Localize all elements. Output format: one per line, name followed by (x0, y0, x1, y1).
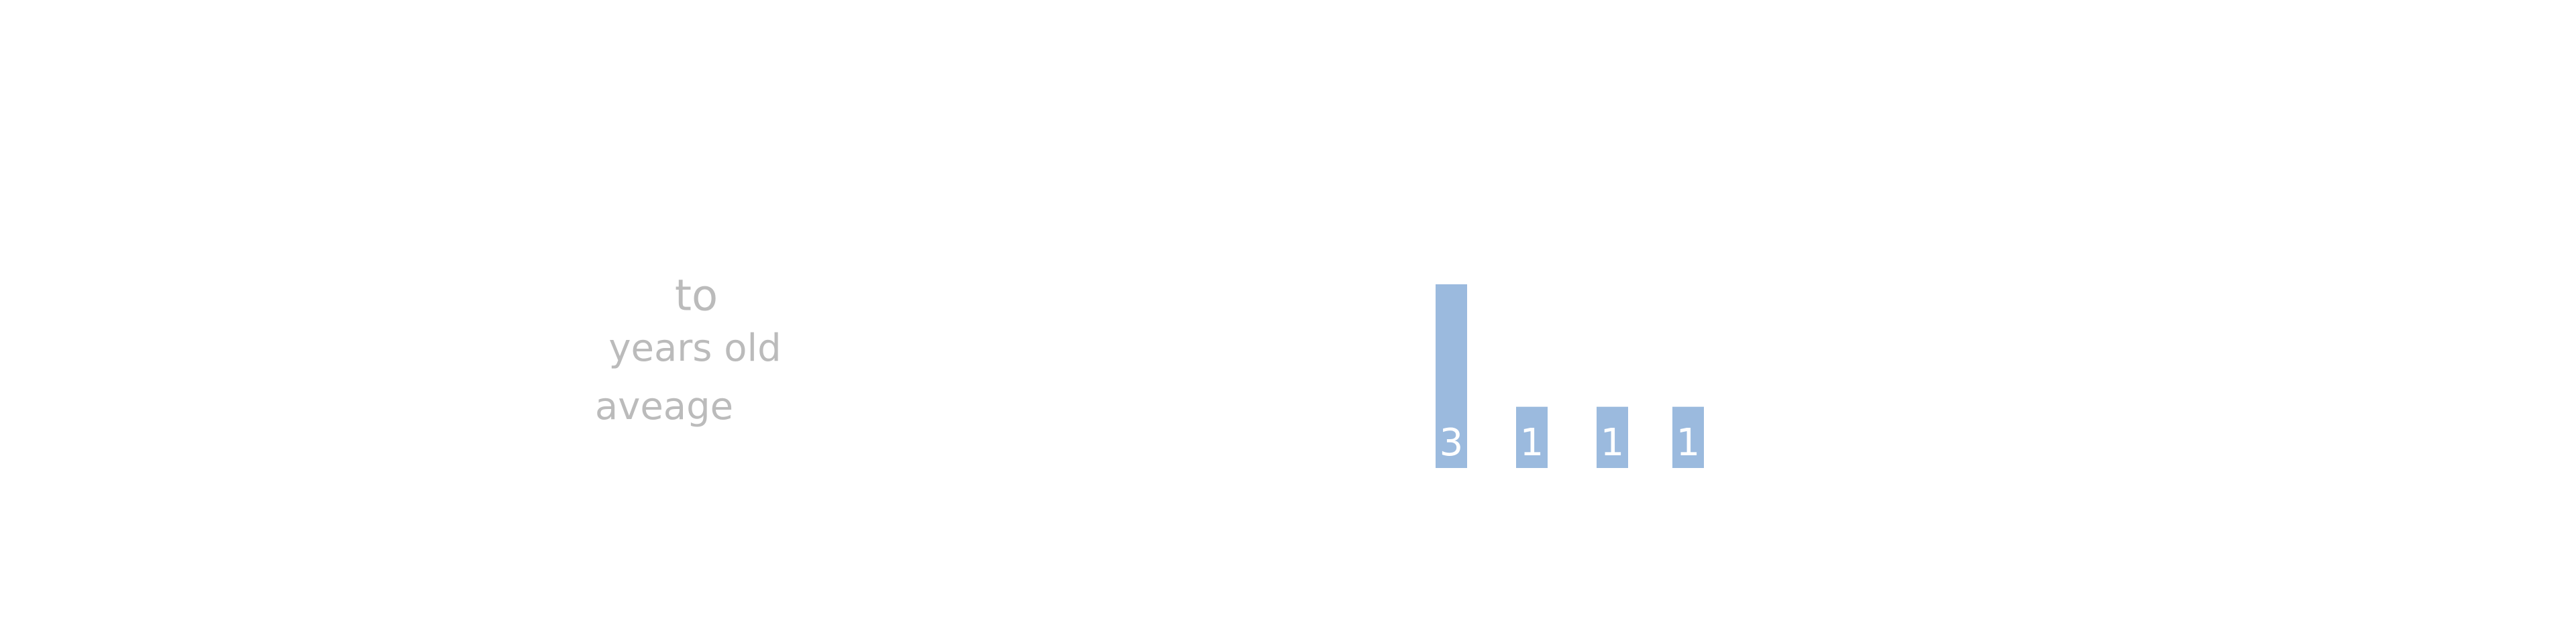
annotation: years old (608, 327, 781, 370)
bar (1516, 406, 1548, 468)
annotation: to (675, 272, 718, 321)
bar (1436, 284, 1467, 468)
data-label: 1 (1601, 421, 1625, 465)
bar (1672, 406, 1704, 468)
data-label: 1 (1520, 421, 1544, 465)
data-label: 1 (1676, 421, 1701, 465)
data-label: 3 (1440, 421, 1464, 465)
annotation: aveage (595, 385, 733, 428)
bar (1597, 406, 1628, 468)
